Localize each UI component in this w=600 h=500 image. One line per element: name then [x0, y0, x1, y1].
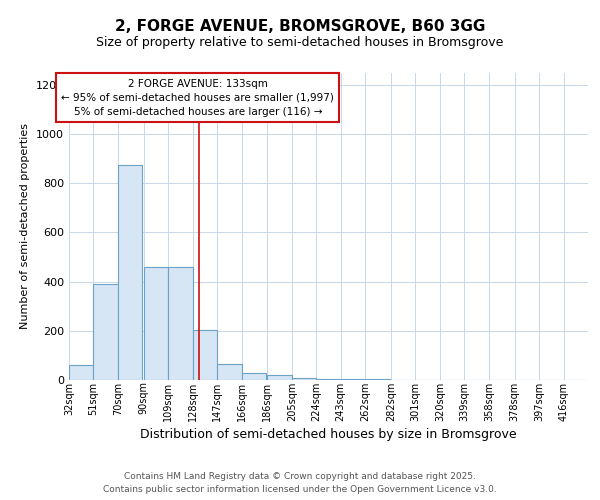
Bar [143, 267, 168, 380]
Bar [341, 379, 365, 380]
Bar [316, 379, 341, 380]
Text: Size of property relative to semi-detached houses in Bromsgrove: Size of property relative to semi-detach… [97, 36, 503, 49]
Bar [69, 365, 94, 380]
Bar [94, 284, 118, 380]
Y-axis label: Number of semi-detached properties: Number of semi-detached properties [20, 123, 31, 329]
Bar [168, 267, 193, 380]
Bar [193, 330, 217, 380]
Bar [292, 378, 316, 380]
Text: 2, FORGE AVENUE, BROMSGROVE, B60 3GG: 2, FORGE AVENUE, BROMSGROVE, B60 3GG [115, 19, 485, 34]
X-axis label: Distribution of semi-detached houses by size in Bromsgrove: Distribution of semi-detached houses by … [140, 428, 517, 440]
Bar [217, 364, 242, 380]
Text: Contains HM Land Registry data © Crown copyright and database right 2025.
Contai: Contains HM Land Registry data © Crown c… [103, 472, 497, 494]
Bar [268, 375, 292, 380]
Text: 2 FORGE AVENUE: 133sqm
← 95% of semi-detached houses are smaller (1,997)
5% of s: 2 FORGE AVENUE: 133sqm ← 95% of semi-det… [61, 78, 334, 116]
Bar [118, 165, 142, 380]
Bar [242, 372, 266, 380]
